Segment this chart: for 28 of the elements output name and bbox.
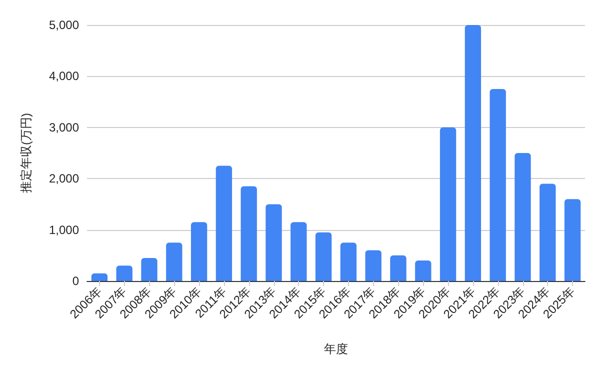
bar [514, 153, 531, 281]
bar [240, 186, 257, 281]
bar [315, 232, 332, 281]
bar [166, 242, 182, 281]
bar [340, 242, 357, 281]
y-tick-label: 3,000 [48, 120, 80, 134]
bar [141, 258, 158, 281]
bar [564, 199, 581, 281]
bar [216, 166, 232, 281]
y-tick-label: 5,000 [48, 18, 80, 32]
y-tick-label: 2,000 [48, 172, 80, 186]
bar [464, 25, 482, 281]
bar [190, 222, 208, 281]
x-axis-title: 年度 [324, 342, 348, 356]
bar [266, 204, 282, 281]
y-tick-label: 4,000 [48, 69, 80, 84]
bar [116, 266, 132, 281]
bar [390, 255, 406, 281]
bar [91, 273, 108, 281]
y-axis-title: 推定年収(万円) [19, 113, 33, 193]
bar [440, 127, 456, 281]
y-tick-label: 1,000 [48, 222, 80, 237]
bar [540, 184, 556, 281]
bar [290, 222, 307, 281]
bar [365, 250, 382, 281]
bar [490, 89, 506, 281]
bar [415, 260, 432, 281]
y-tick-label: 0 [72, 274, 80, 288]
